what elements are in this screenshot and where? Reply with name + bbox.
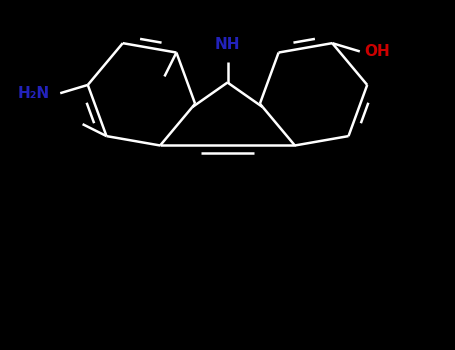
Text: H₂N: H₂N [18, 86, 50, 101]
Text: OH: OH [364, 44, 389, 59]
Text: NH: NH [215, 37, 240, 52]
